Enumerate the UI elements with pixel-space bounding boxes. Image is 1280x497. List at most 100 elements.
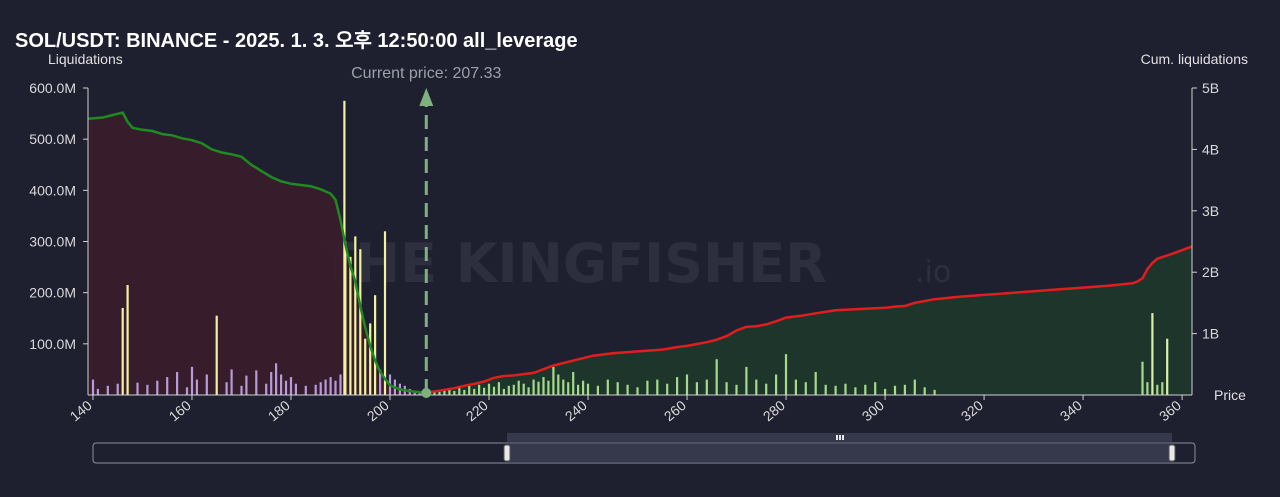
bar-above-price — [577, 384, 580, 395]
bar-below-price — [116, 383, 119, 395]
bar-above-price — [864, 384, 867, 395]
y-tick-label: 200.0M — [29, 285, 76, 301]
bar-below-price — [413, 390, 416, 395]
bar-above-price — [884, 388, 887, 395]
bar-above-price — [438, 391, 441, 395]
bar-above-price — [473, 388, 476, 395]
x-tick-label: 240 — [562, 397, 590, 424]
bar-below-price — [195, 379, 198, 395]
y-axis-label: Liquidations — [48, 51, 123, 67]
cum-left-area — [88, 112, 427, 395]
bar-above-price — [507, 385, 510, 395]
bar-below-price — [245, 375, 248, 395]
x-tick-label: 220 — [463, 397, 491, 424]
bar-above-price — [784, 354, 788, 395]
bar-above-price — [517, 380, 520, 395]
bar-below-price — [284, 380, 288, 395]
bar-above-price — [483, 387, 486, 395]
range-navigator[interactable] — [92, 433, 1196, 464]
bar-below-price — [364, 338, 367, 395]
bar-above-price — [487, 383, 491, 395]
bar-above-price — [933, 389, 936, 395]
bar-above-price — [775, 374, 778, 395]
bar-below-price — [136, 382, 139, 395]
bar-above-price — [492, 386, 496, 395]
watermark-text: THE KINGFISHER — [318, 232, 827, 295]
bar-above-price — [552, 366, 555, 395]
bar-below-price — [349, 256, 352, 395]
bar-above-price — [685, 374, 689, 395]
y2-tick-label: 1B — [1202, 326, 1219, 342]
bar-below-price — [265, 383, 268, 395]
y-tick-label: 400.0M — [29, 182, 76, 198]
bar-above-price — [874, 382, 877, 395]
bar-above-price — [532, 379, 535, 395]
bar-below-price — [156, 380, 159, 395]
bar-below-price — [314, 384, 317, 395]
x-tick-label: 140 — [67, 397, 95, 424]
x-tick-label: 180 — [265, 397, 293, 424]
y2-tick-label: 2B — [1202, 264, 1219, 280]
x-tick-label: 160 — [166, 397, 194, 424]
bar-below-price — [294, 383, 297, 395]
bar-below-price — [374, 295, 377, 395]
bar-below-price — [344, 241, 347, 395]
bar-above-price — [725, 382, 728, 395]
bar-above-price — [715, 359, 718, 395]
bar-above-price — [735, 384, 738, 395]
watermark: THE KINGFISHER .io — [318, 232, 951, 295]
current-price-arrow — [419, 88, 434, 106]
x-tick-label: 360 — [1156, 397, 1184, 424]
bar-below-price — [304, 385, 307, 395]
y-tick-label: 100.0M — [29, 336, 76, 352]
watermark-suffix: .io — [915, 255, 951, 290]
bar-above-price — [1156, 384, 1159, 395]
bar-above-price — [468, 385, 471, 395]
bar-above-price — [478, 384, 481, 395]
bar-above-price — [844, 383, 847, 395]
bar-above-price — [656, 379, 659, 395]
bar-below-price — [334, 380, 337, 395]
y2-tick-label: 5B — [1202, 80, 1219, 96]
bar-below-price — [418, 392, 421, 395]
x-tick-label: 260 — [661, 397, 689, 424]
bar-above-price — [567, 382, 570, 395]
navigator-left-handle[interactable] — [503, 444, 511, 462]
bar-below-price — [205, 374, 208, 395]
bar-below-price — [275, 363, 278, 395]
bar-above-price — [537, 381, 540, 395]
grip-icon[interactable] — [836, 435, 844, 440]
y2-axis-label: Cum. liquidations — [1141, 51, 1248, 67]
bar-below-price — [383, 231, 387, 395]
bar-above-price — [814, 372, 817, 395]
bar-above-price — [616, 382, 619, 395]
bar-below-price — [121, 308, 124, 395]
bar-above-price — [666, 383, 669, 395]
bar-below-price — [359, 249, 362, 395]
cum-left-line — [87, 111, 427, 394]
bar-below-price — [96, 388, 99, 395]
bar-below-price — [176, 372, 179, 395]
y-tick-label: 600.0M — [29, 80, 76, 96]
bar-above-price — [913, 379, 916, 395]
x-tick-label: 200 — [364, 397, 392, 424]
bar-above-price — [854, 387, 857, 395]
bar-below-price — [185, 387, 189, 395]
bar-above-price — [448, 388, 451, 395]
bar-above-price — [636, 387, 639, 395]
bar-above-price — [582, 380, 585, 395]
bar-below-price — [126, 285, 129, 395]
bar-below-price — [146, 384, 149, 395]
bar-below-price — [106, 385, 109, 395]
bar-above-price — [458, 387, 461, 395]
bar-above-price — [1141, 361, 1144, 395]
bar-below-price — [324, 379, 327, 395]
bar-above-price — [1166, 338, 1169, 395]
bar-below-price — [329, 377, 332, 395]
bar-above-price — [557, 374, 560, 395]
bar-above-price — [1161, 382, 1164, 395]
bar-above-price — [1151, 313, 1154, 395]
bar-above-price — [755, 379, 758, 395]
navigator-right-handle[interactable] — [1168, 444, 1176, 462]
